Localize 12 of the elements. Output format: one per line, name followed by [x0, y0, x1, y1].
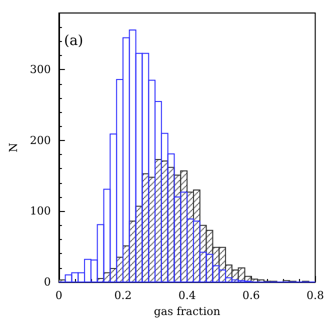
y-tick-label: 300: [30, 63, 51, 76]
x-tick-label: 0.4: [178, 289, 196, 302]
y-tick-label: 200: [30, 134, 51, 147]
annotation: (a): [64, 33, 84, 49]
x-tick-label: 0.2: [114, 289, 132, 302]
y-tick-label: 100: [30, 204, 51, 218]
y-axis-title: N: [7, 142, 20, 152]
y-tick-label: 0: [44, 276, 51, 288]
x-tick-label: 0.8: [306, 289, 324, 302]
x-axis-title: gas fraction: [154, 305, 220, 318]
x-tick-label: 0: [55, 289, 62, 302]
x-tick-label: 0.6: [242, 289, 260, 302]
